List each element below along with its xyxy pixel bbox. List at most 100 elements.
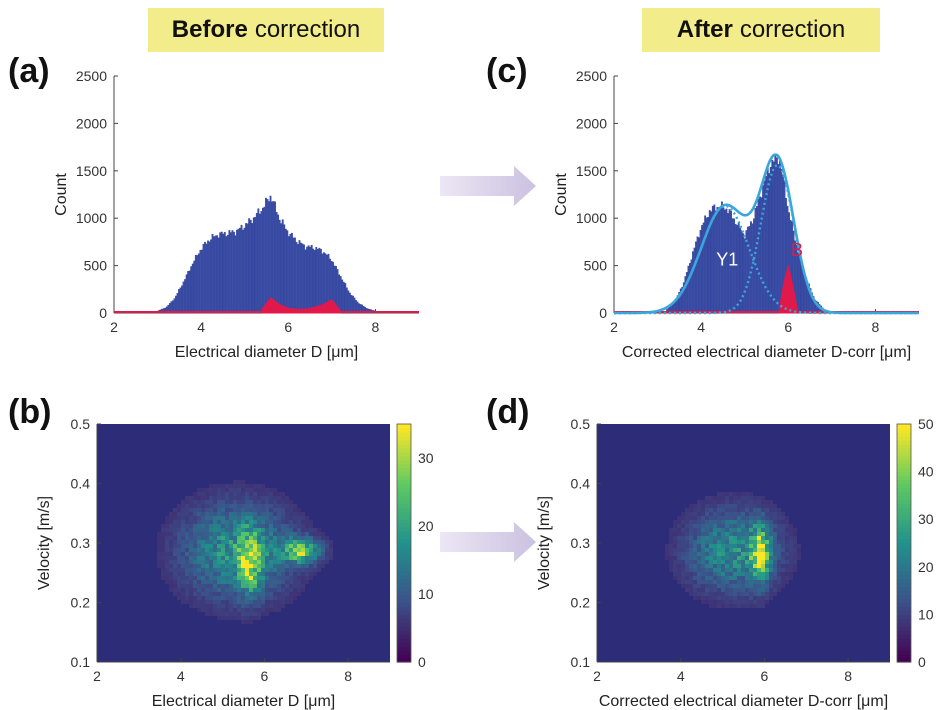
heatmap-cell bbox=[217, 532, 221, 536]
heatmap-cell bbox=[741, 520, 745, 524]
heatmap-cell bbox=[257, 524, 261, 528]
heatmap-cell bbox=[329, 548, 333, 552]
heatmap-cell bbox=[729, 536, 733, 540]
heatmap-cell bbox=[257, 576, 261, 580]
heatmap-cell bbox=[265, 536, 269, 540]
heatmap-cell bbox=[189, 536, 193, 540]
heatmap-cell bbox=[777, 548, 781, 552]
heatmap-cell bbox=[265, 604, 269, 608]
heatmap-cell bbox=[245, 568, 249, 572]
heatmap-cell bbox=[269, 488, 273, 492]
heatmap-cell bbox=[269, 552, 273, 556]
heatmap-cell bbox=[273, 500, 277, 504]
heatmap-cell bbox=[249, 528, 253, 532]
heatmap-cell bbox=[281, 516, 285, 520]
heatmap-cell bbox=[709, 532, 713, 536]
heatmap-cell bbox=[201, 540, 205, 544]
heatmap-cell bbox=[197, 528, 201, 532]
heatmap-cell bbox=[173, 532, 177, 536]
heatmap-cell bbox=[785, 536, 789, 540]
heatmap-cell bbox=[233, 560, 237, 564]
heatmap-cell bbox=[721, 556, 725, 560]
heatmap-cell bbox=[241, 492, 245, 496]
heatmap-cell bbox=[241, 524, 245, 528]
heatmap-cell bbox=[233, 556, 237, 560]
heatmap-cell bbox=[297, 540, 301, 544]
heatmap-cell bbox=[749, 596, 753, 600]
heatmap-cell bbox=[721, 584, 725, 588]
heatmap-cell bbox=[201, 556, 205, 560]
heatmap-cell bbox=[265, 588, 269, 592]
heatmap-cell bbox=[221, 604, 225, 608]
heatmap-cell bbox=[289, 504, 293, 508]
heatmap-cell bbox=[753, 560, 757, 564]
heatmap-cell bbox=[157, 564, 161, 568]
heatmap-cell bbox=[777, 536, 781, 540]
histogram-bar bbox=[228, 230, 231, 314]
heatmap-cell bbox=[773, 544, 777, 548]
heatmap-cell bbox=[205, 520, 209, 524]
colorbar-segment bbox=[397, 658, 411, 663]
heatmap-cell bbox=[705, 508, 709, 512]
heatmap-cell bbox=[713, 552, 717, 556]
heatmap-cell bbox=[709, 520, 713, 524]
histogram-bar bbox=[777, 163, 780, 314]
heatmap-cell bbox=[793, 532, 797, 536]
heatmap-cell bbox=[161, 528, 165, 532]
heatmap-cell bbox=[769, 544, 773, 548]
heatmap-cell bbox=[737, 552, 741, 556]
heatmap-cell bbox=[737, 572, 741, 576]
heatmap-cell bbox=[249, 604, 253, 608]
heatmap-cell bbox=[305, 564, 309, 568]
heatmap-cell bbox=[205, 524, 209, 528]
heatmap-cell bbox=[713, 536, 717, 540]
heatmap-cell bbox=[165, 520, 169, 524]
heatmap-cell bbox=[261, 508, 265, 512]
heatmap-cell bbox=[305, 540, 309, 544]
heatmap-cell bbox=[249, 568, 253, 572]
heatmap-cell bbox=[277, 580, 281, 584]
heatmap-cell bbox=[213, 532, 217, 536]
heatmap-cell bbox=[741, 540, 745, 544]
heatmap-cell bbox=[701, 544, 705, 548]
heatmap-cell bbox=[281, 564, 285, 568]
heatmap-cell bbox=[717, 544, 721, 548]
heatmap-cell bbox=[201, 488, 205, 492]
heatmap-cell bbox=[261, 572, 265, 576]
heatmap-cell bbox=[225, 604, 229, 608]
colorbar-segment bbox=[397, 495, 411, 500]
heatmap-cell bbox=[165, 540, 169, 544]
histogram-bar bbox=[292, 237, 295, 314]
histogram-bar bbox=[246, 223, 249, 314]
heatmap-cell bbox=[289, 552, 293, 556]
heatmap-cell bbox=[193, 496, 197, 500]
heatmap-cell bbox=[257, 608, 261, 612]
histogram-bar bbox=[286, 230, 289, 314]
heatmap-cell bbox=[781, 528, 785, 532]
heatmap-cell bbox=[173, 564, 177, 568]
heatmap-cell bbox=[181, 504, 185, 508]
heatmap-cell bbox=[265, 552, 269, 556]
heatmap-cell bbox=[189, 496, 193, 500]
heatmap-cell bbox=[169, 584, 173, 588]
heatmap-cell bbox=[709, 504, 713, 508]
heatmap-cell bbox=[705, 564, 709, 568]
heatmap-cell bbox=[309, 560, 313, 564]
heatmap-cell bbox=[253, 580, 257, 584]
heatmap-cell bbox=[753, 592, 757, 596]
histogram-bar bbox=[338, 274, 341, 314]
heatmap-cell bbox=[249, 496, 253, 500]
heatmap-cell bbox=[741, 604, 745, 608]
histogram-bar bbox=[255, 213, 258, 314]
heatmap-cell bbox=[201, 536, 205, 540]
histogram-bar bbox=[275, 211, 278, 314]
heatmap-cell bbox=[765, 584, 769, 588]
heatmap-cell bbox=[325, 548, 329, 552]
heatmap-cell bbox=[185, 516, 189, 520]
heatmap-cell bbox=[765, 560, 769, 564]
heatmap-cell bbox=[229, 520, 233, 524]
histogram-bar bbox=[344, 283, 347, 314]
heatmap-cell bbox=[285, 556, 289, 560]
heatmap-cell bbox=[721, 508, 725, 512]
heatmap-cell bbox=[681, 532, 685, 536]
